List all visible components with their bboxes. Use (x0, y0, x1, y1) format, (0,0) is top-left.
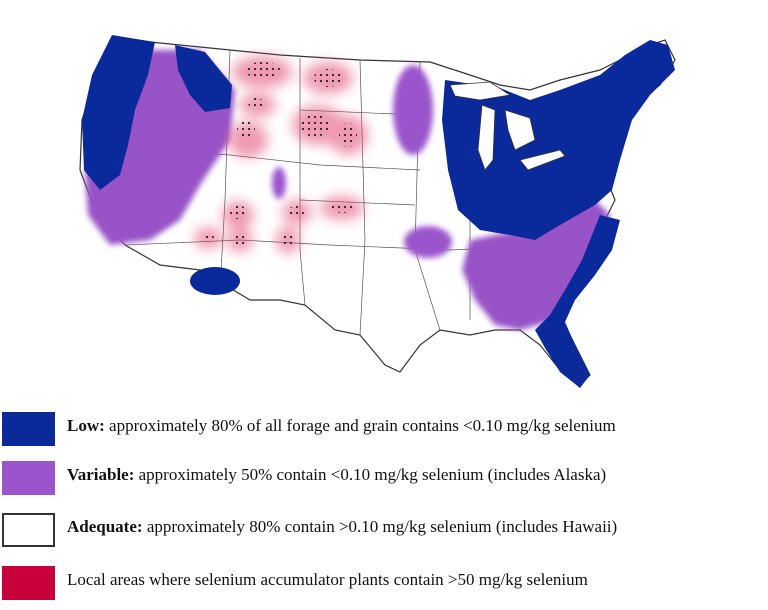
low-pacific-northwest-region (82, 35, 155, 190)
legend-label-accumulator: Local areas where selenium accumulator p… (67, 570, 588, 589)
accumulator-areas (194, 56, 368, 254)
low-northeast-region (442, 40, 675, 240)
accumulator-area (237, 120, 255, 140)
legend-row-variable: Variable: approximately 50% contain <0.1… (0, 457, 768, 497)
accumulator-area (230, 205, 246, 219)
variable-northcentral-region (393, 65, 433, 155)
lake-erie (519, 149, 566, 171)
legend-swatch-adequate (2, 513, 55, 547)
legend-row-adequate: Adequate: approximately 80% contain >0.1… (0, 509, 768, 549)
lake-michigan (477, 104, 496, 171)
variable-missouri-region (404, 226, 452, 258)
lake-huron (504, 109, 536, 151)
low-arizona-region (190, 267, 240, 295)
variable-colorado-region (272, 167, 286, 199)
accumulator-area (330, 203, 354, 213)
legend-row-accumulator: Local areas where selenium accumulator p… (0, 562, 768, 602)
accumulator-area (235, 233, 245, 247)
legend-swatch-accumulator (2, 566, 55, 600)
legend-row-low: Low: approximately 80% of all forage and… (0, 408, 768, 448)
accumulator-area (301, 113, 329, 137)
low-southeast-coast-region (535, 215, 620, 388)
legend-label-variable: Variable: approximately 50% contain <0.1… (67, 465, 607, 484)
selenium-map (79, 35, 676, 388)
low-idaho-region (175, 45, 232, 112)
legend-label-low: Low: approximately 80% of all forage and… (67, 416, 616, 435)
accumulator-area (283, 232, 293, 248)
lake-superior (449, 81, 512, 101)
accumulator-area (339, 123, 357, 147)
accumulator-area (244, 62, 280, 78)
accumulator-area (202, 234, 214, 242)
legend-label-adequate: Adequate: approximately 80% contain >0.1… (67, 517, 618, 536)
variable-southeast-region (462, 200, 610, 330)
accumulator-area (288, 206, 304, 218)
legend-swatch-variable (2, 461, 55, 495)
great-lakes (449, 81, 566, 171)
accumulator-area (248, 98, 264, 108)
accumulator-area (314, 69, 342, 87)
legend-swatch-low (2, 412, 55, 446)
